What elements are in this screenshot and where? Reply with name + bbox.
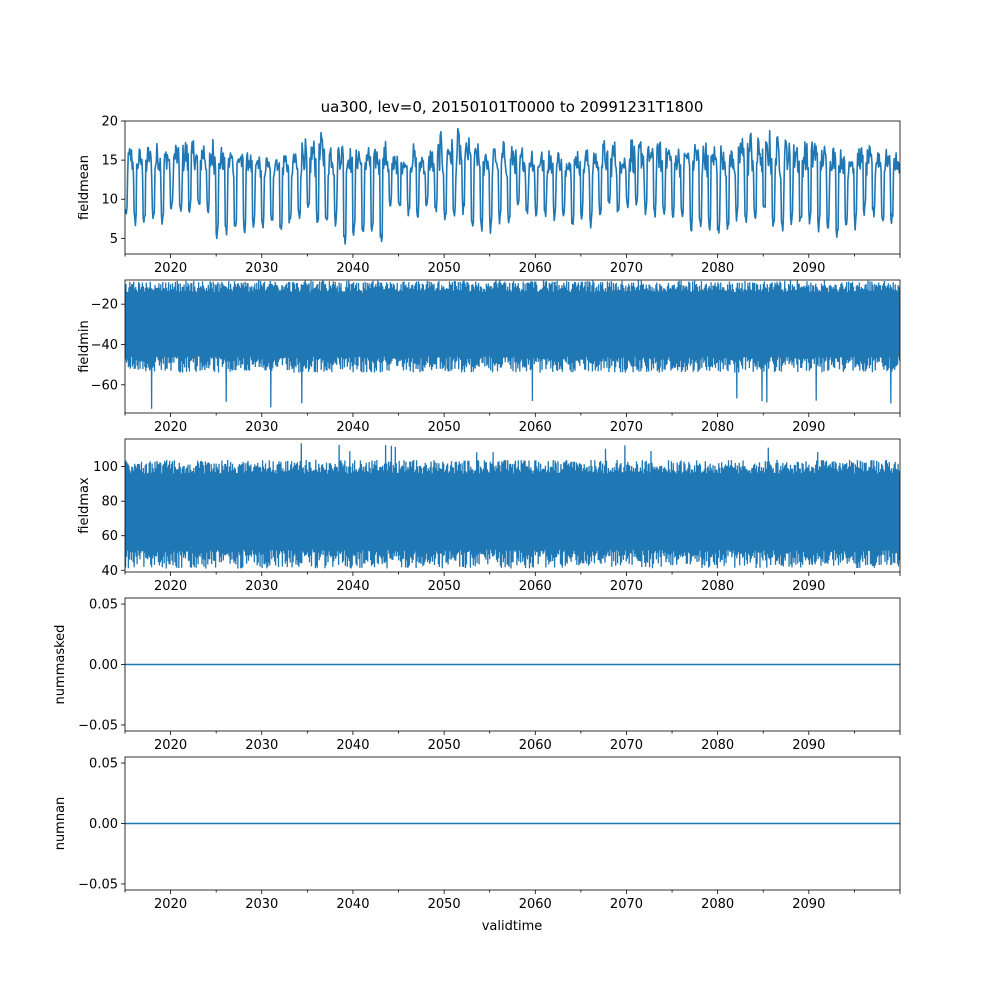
x-tick-label: 2080 xyxy=(701,420,734,435)
y-tick-label: 60 xyxy=(101,529,118,544)
x-tick-label: 2020 xyxy=(154,738,187,753)
x-tick-label: 2020 xyxy=(154,897,187,912)
y-tick-label: 80 xyxy=(101,495,118,510)
series-fieldmin xyxy=(125,280,900,409)
x-tick-label: 2080 xyxy=(701,261,734,276)
panel-fieldmin: −20 −40 −60 fieldmin 2020 2030 2040 2050 2060 207… xyxy=(77,279,901,435)
series-fieldmax xyxy=(125,443,900,569)
y-axis-label: numnan xyxy=(53,797,68,851)
y-tick-label: −60 xyxy=(91,378,118,393)
y-tick-label: 5 xyxy=(110,232,118,247)
x-tick-label: 2050 xyxy=(428,420,461,435)
y-tick-label: 40 xyxy=(101,564,118,579)
y-tick-label: 0.05 xyxy=(89,598,118,613)
y-tick-label: −0.05 xyxy=(78,877,118,892)
axes-frame xyxy=(124,279,901,414)
series-line xyxy=(125,127,900,245)
series-line xyxy=(125,443,900,569)
panel-numnan: 0.05 0.00 −0.05 numnan 2020 2030 2040 2050 2060 2… xyxy=(53,757,901,912)
x-tick-label: 2040 xyxy=(336,897,369,912)
y-tick-label: 100 xyxy=(93,460,118,475)
y-tick-label: 20 xyxy=(101,115,118,130)
x-tick-label: 2040 xyxy=(336,579,369,594)
x-tick-label: 2040 xyxy=(336,420,369,435)
x-tick-label: 2070 xyxy=(610,261,643,276)
x-tick-label: 2050 xyxy=(428,579,461,594)
x-tick-label: 2080 xyxy=(701,897,734,912)
x-tick-label: 2070 xyxy=(610,579,643,594)
panels: 5 10 15 20 fieldmean 2020 2030 2040 2050 2060 2070… xyxy=(53,115,901,912)
x-tick-label: 2090 xyxy=(792,897,825,912)
x-tick-label: 2050 xyxy=(428,261,461,276)
x-tick-label: 2030 xyxy=(245,420,278,435)
x-tick-label: 2090 xyxy=(792,738,825,753)
series-fieldmean xyxy=(125,127,900,245)
x-tick-label: 2090 xyxy=(792,579,825,594)
x-tick-label: 2060 xyxy=(519,738,552,753)
x-tick-label: 2030 xyxy=(245,897,278,912)
axes-frame xyxy=(124,438,901,573)
x-tick-label: 2030 xyxy=(245,738,278,753)
x-tick-label: 2030 xyxy=(245,579,278,594)
y-tick-label: 10 xyxy=(101,193,118,208)
y-tick-label: 0.00 xyxy=(89,658,118,673)
x-tick-label: 2070 xyxy=(610,420,643,435)
x-tick-label: 2050 xyxy=(428,738,461,753)
y-axis-label: fieldmax xyxy=(77,477,92,534)
x-tick-label: 2060 xyxy=(519,579,552,594)
panel-fieldmean: 5 10 15 20 fieldmean 2020 2030 2040 2050 2060 2070… xyxy=(77,115,901,276)
x-tick-label: 2020 xyxy=(154,261,187,276)
axes-frame xyxy=(124,120,901,255)
x-tick-label: 2080 xyxy=(701,738,734,753)
y-axis-label: fieldmin xyxy=(77,320,92,373)
y-tick-label: −40 xyxy=(91,338,118,353)
series-line xyxy=(125,280,900,409)
x-tick-label: 2060 xyxy=(519,420,552,435)
x-tick-label: 2090 xyxy=(792,420,825,435)
x-tick-label: 2070 xyxy=(610,738,643,753)
x-tick-label: 2060 xyxy=(519,261,552,276)
y-tick-label: 15 xyxy=(101,154,118,169)
y-tick-label: −20 xyxy=(91,298,118,313)
x-tick-label: 2020 xyxy=(154,579,187,594)
panel-nummasked: 0.05 0.00 −0.05 nummasked 2020 2030 2040 2050 20… xyxy=(53,598,901,753)
y-tick-label: −0.05 xyxy=(78,718,118,733)
x-axis-label: validtime xyxy=(482,919,543,934)
y-axis-label: nummasked xyxy=(53,625,68,705)
chart-title: ua300, lev=0, 20150101T0000 to 20991231T… xyxy=(321,98,704,116)
x-tick-label: 2020 xyxy=(154,420,187,435)
x-tick-label: 2040 xyxy=(336,738,369,753)
y-axis-label: fieldmean xyxy=(77,155,92,220)
x-tick-label: 2030 xyxy=(245,261,278,276)
x-tick-label: 2040 xyxy=(336,261,369,276)
x-tick-label: 2050 xyxy=(428,897,461,912)
x-tick-label: 2070 xyxy=(610,897,643,912)
y-tick-label: 0.00 xyxy=(89,817,118,832)
x-tick-label: 2060 xyxy=(519,897,552,912)
x-tick-label: 2090 xyxy=(792,261,825,276)
x-tick-label: 2080 xyxy=(701,579,734,594)
y-tick-label: 0.05 xyxy=(89,757,118,772)
